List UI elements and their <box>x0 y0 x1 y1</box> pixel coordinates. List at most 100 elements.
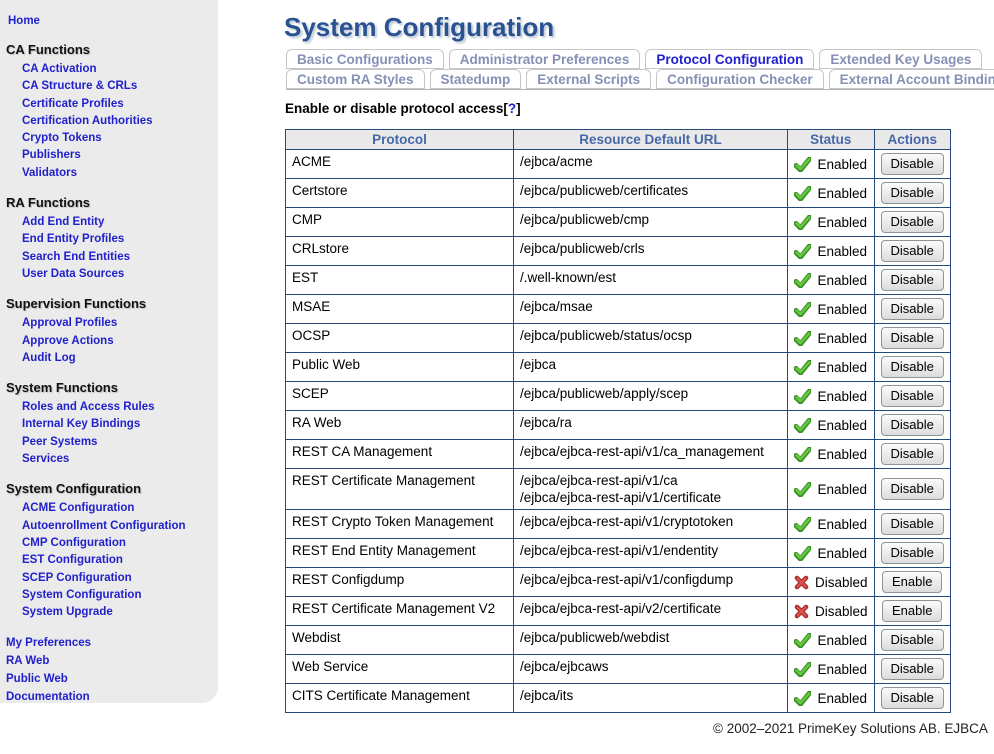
resource-url-cell: /ejbca/acme <box>513 149 788 179</box>
sidebar-item-ca-activation[interactable]: CA Activation <box>22 63 97 75</box>
copyright-text: © 2002–2021 PrimeKey Solutions AB. EJBCA <box>713 721 988 736</box>
disable-button[interactable]: Disable <box>880 211 944 233</box>
resource-url: /ejbca/publicweb/certificates <box>520 183 689 198</box>
protocol-name: CITS Certificate Management <box>285 683 514 713</box>
enable-button[interactable]: Enable <box>881 600 943 622</box>
sidebar-item-certificate-profiles[interactable]: Certificate Profiles <box>22 97 124 110</box>
disable-button[interactable]: Disable <box>880 443 944 465</box>
sidebar-item-roles-and-access-rules[interactable]: Roles and Access Rules <box>22 401 155 414</box>
check-icon <box>794 690 812 706</box>
status-cell: Disabled <box>787 596 875 626</box>
status-indicator: Enabled <box>794 545 868 561</box>
check-icon <box>794 388 812 404</box>
disable-button[interactable]: Disable <box>880 513 944 535</box>
sidebar-item-system-upgrade[interactable]: System Upgrade <box>22 606 113 619</box>
status-indicator: Enabled <box>794 446 868 462</box>
check-icon <box>794 632 812 648</box>
sidebar-item-home[interactable]: Home <box>8 15 40 27</box>
protocol-name: Public Web <box>285 352 514 382</box>
sidebar-item-approval-profiles[interactable]: Approval Profiles <box>22 317 118 330</box>
status-cell: Enabled <box>787 323 875 353</box>
table-row: REST Crypto Token Management/ejbca/ejbca… <box>285 509 951 539</box>
disable-button[interactable]: Disable <box>880 385 944 407</box>
sidebar-item-validators[interactable]: Validators <box>22 166 77 179</box>
tab-administrator-preferences[interactable]: Administrator Preferences <box>448 49 641 69</box>
tab-statedump[interactable]: Statedump <box>429 69 522 89</box>
table-row: REST CA Management/ejbca/ejbca-rest-api/… <box>285 439 951 469</box>
status-text: Disabled <box>815 603 868 619</box>
disable-button[interactable]: Disable <box>880 658 944 680</box>
table-row: Web Service/ejbca/ejbcaws Enabled Disable <box>285 654 951 684</box>
sidebar-item-cmp-configuration[interactable]: CMP Configuration <box>22 536 126 549</box>
actions-cell: Disable <box>873 352 951 382</box>
status-indicator: Enabled <box>794 516 868 532</box>
table-row: ACME/ejbca/acme Enabled Disable <box>285 149 951 179</box>
status-text: Enabled <box>817 156 868 172</box>
disable-button[interactable]: Disable <box>880 687 944 709</box>
header-row: Protocol Resource Default URL Status Act… <box>285 129 951 150</box>
sidebar-item-certification-authorities[interactable]: Certification Authorities <box>22 114 153 127</box>
sidebar-item-services[interactable]: Services <box>22 453 70 466</box>
status-indicator: Enabled <box>794 214 868 230</box>
check-icon <box>794 214 812 230</box>
sidebar-section-title: System Functions <box>6 380 118 396</box>
sidebar-item-audit-log[interactable]: Audit Log <box>22 351 76 364</box>
disable-button[interactable]: Disable <box>880 327 944 349</box>
sidebar-item-my-preferences[interactable]: My Preferences <box>6 637 92 650</box>
sidebar-section-supervision-functions: Supervision Functions Approval Profiles Ap… <box>0 296 218 367</box>
sidebar-item-est-configuration[interactable]: EST Configuration <box>22 554 123 567</box>
resource-url: /ejbca/publicweb/webdist <box>520 630 670 645</box>
tab-configuration-checker[interactable]: Configuration Checker <box>656 69 824 89</box>
disable-button[interactable]: Disable <box>880 414 944 436</box>
tab-extended-key-usages[interactable]: Extended Key Usages <box>819 49 983 69</box>
tab-external-account-bindings[interactable]: External Account Bindings <box>828 69 994 89</box>
sidebar-item-system-configuration[interactable]: System Configuration <box>22 588 142 601</box>
sidebar-item-user-data-sources[interactable]: User Data Sources <box>22 267 125 280</box>
enable-button[interactable]: Enable <box>881 571 943 593</box>
sidebar-item-internal-key-bindings[interactable]: Internal Key Bindings <box>22 418 141 431</box>
status-text: Enabled <box>817 516 868 532</box>
disable-button[interactable]: Disable <box>880 182 944 204</box>
sidebar-item-autoenrollment-configuration[interactable]: Autoenrollment Configuration <box>22 519 186 532</box>
disable-button[interactable]: Disable <box>880 542 944 564</box>
tab-protocol-configuration[interactable]: Protocol Configuration <box>645 49 815 69</box>
resource-url-cell: /ejbca/publicweb/status/ocsp <box>513 323 788 353</box>
help-link[interactable]: ? <box>507 101 517 116</box>
sidebar-item-acme-configuration[interactable]: ACME Configuration <box>22 502 135 515</box>
resource-url: /ejbca/ejbca-rest-api/v1/cryptotoken <box>520 514 734 529</box>
status-text: Enabled <box>817 359 868 375</box>
sidebar-item-end-entity-profiles[interactable]: End Entity Profiles <box>22 233 125 246</box>
check-icon <box>794 417 812 433</box>
check-icon <box>794 446 812 462</box>
sidebar-item-search-end-entities[interactable]: Search End Entities <box>22 250 131 263</box>
tab-custom-ra-styles[interactable]: Custom RA Styles <box>286 69 425 89</box>
sidebar-item-public-web[interactable]: Public Web <box>6 673 68 686</box>
tab-external-scripts[interactable]: External Scripts <box>526 69 652 89</box>
tab-basic-configurations[interactable]: Basic Configurations <box>286 49 444 69</box>
resource-url: /ejbca/msae <box>520 299 593 314</box>
sidebar-item-crypto-tokens[interactable]: Crypto Tokens <box>22 132 102 145</box>
disable-button[interactable]: Disable <box>880 153 944 175</box>
sidebar-item-peer-systems[interactable]: Peer Systems <box>22 435 98 448</box>
sidebar-item-scep-configuration[interactable]: SCEP Configuration <box>22 571 132 584</box>
sidebar-item-ra-web[interactable]: RA Web <box>6 655 50 668</box>
sidebar-item-approve-actions[interactable]: Approve Actions <box>22 334 114 347</box>
sidebar-item-documentation[interactable]: Documentation <box>6 691 90 704</box>
disable-button[interactable]: Disable <box>880 298 944 320</box>
disable-button[interactable]: Disable <box>880 356 944 378</box>
disable-button[interactable]: Disable <box>880 478 944 500</box>
sidebar-section-title: System Configuration <box>6 481 142 497</box>
sidebar-item-add-end-entity[interactable]: Add End Entity <box>22 216 105 229</box>
disable-button[interactable]: Disable <box>880 629 944 651</box>
disable-button[interactable]: Disable <box>880 240 944 262</box>
actions-cell: Disable <box>873 178 951 208</box>
resource-url: /ejbca/acme <box>520 154 593 169</box>
status-text: Enabled <box>817 417 868 433</box>
resource-url: /ejbca/its <box>520 688 574 703</box>
resource-url-cell: /ejbca/publicweb/certificates <box>513 178 788 208</box>
protocol-name: CMP <box>285 207 514 237</box>
check-icon <box>794 272 812 288</box>
sidebar-item-publishers[interactable]: Publishers <box>22 149 81 162</box>
disable-button[interactable]: Disable <box>880 269 944 291</box>
sidebar-item-ca-structure-crls[interactable]: CA Structure & CRLs <box>22 80 138 93</box>
